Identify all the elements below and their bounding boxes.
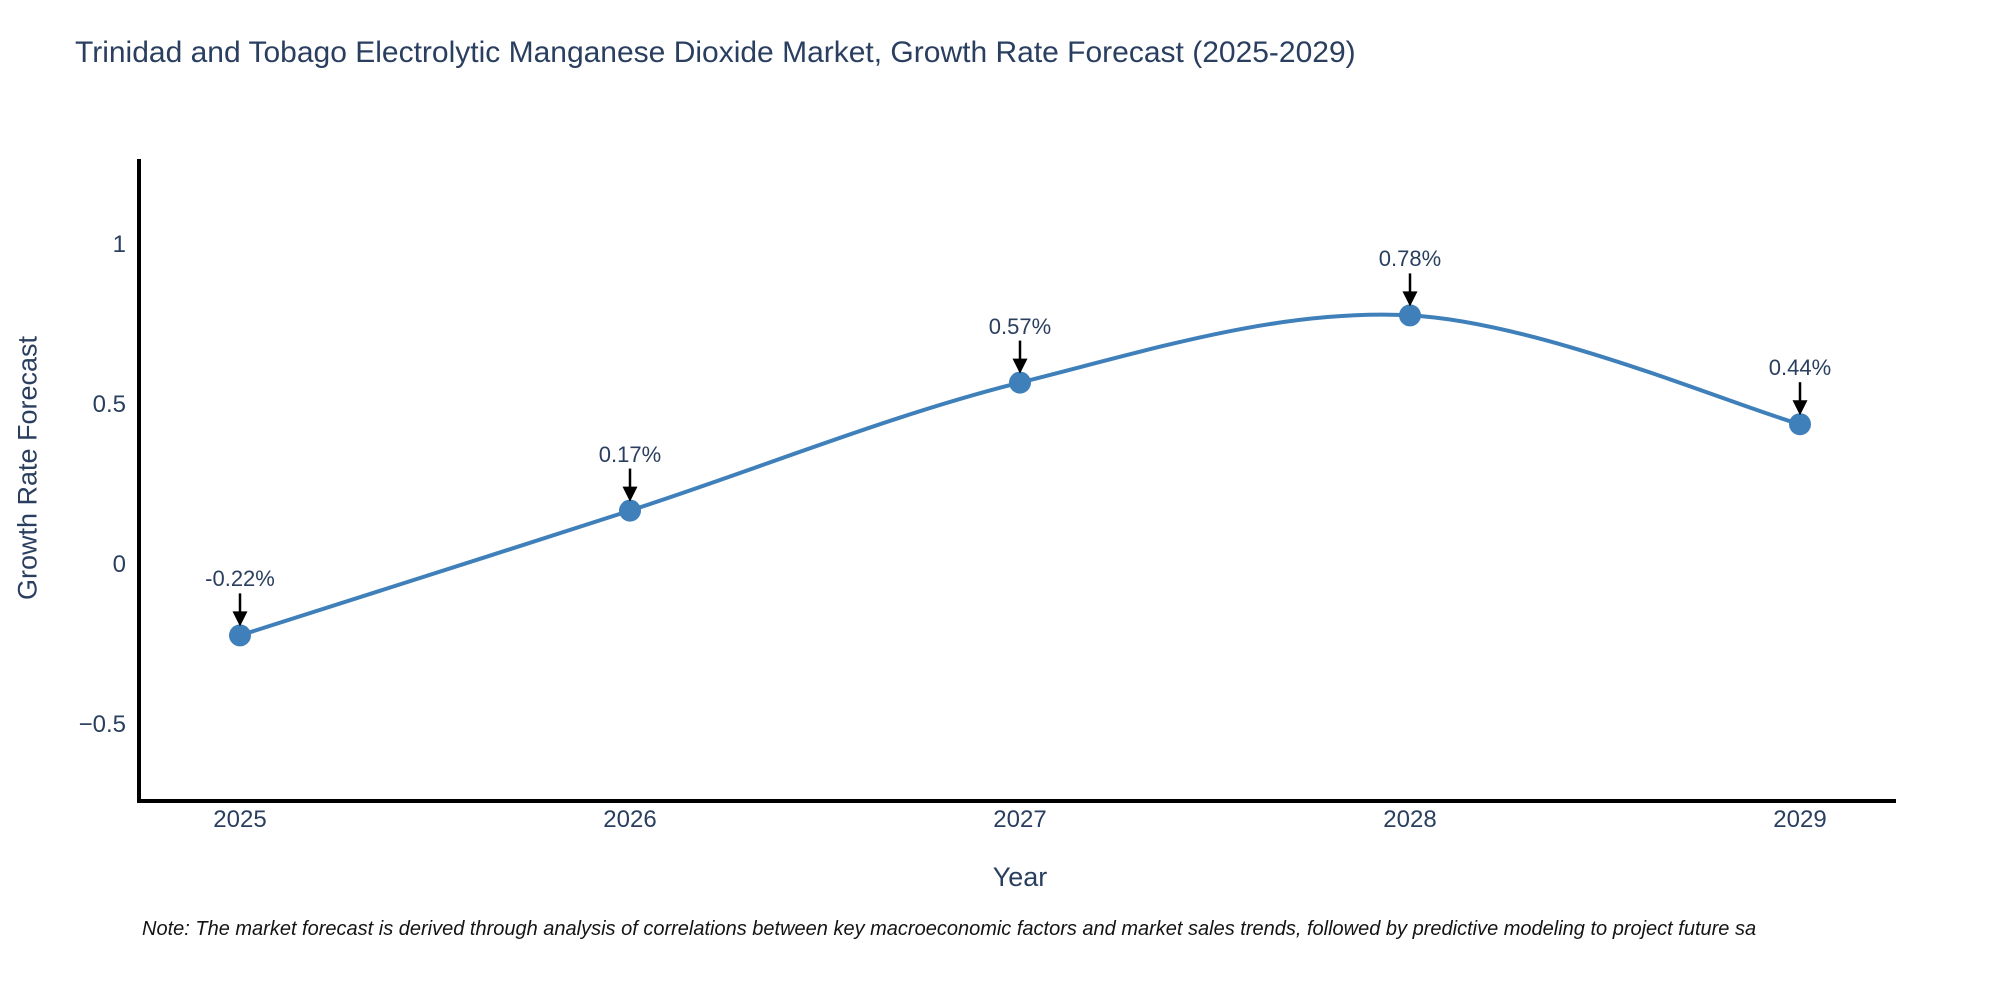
- annotation-arrowhead: [232, 611, 248, 627]
- y-tick-label: 0: [112, 551, 126, 578]
- annotation-arrowhead: [622, 486, 638, 502]
- annotation-arrowhead: [1402, 291, 1418, 307]
- data-point-value-label: -0.22%: [205, 566, 275, 592]
- data-point-marker: [1789, 413, 1811, 436]
- data-point-marker: [1399, 304, 1421, 327]
- x-axis-title: Year: [992, 862, 1048, 892]
- data-point-value-label: 0.78%: [1378, 246, 1442, 272]
- y-axis-title: Growth Rate Forecast: [12, 335, 43, 601]
- data-point-marker: [619, 499, 641, 522]
- y-tick-label: 1: [112, 231, 126, 258]
- x-tick-label: 2027: [993, 806, 1047, 833]
- y-tick-label: 0.5: [92, 391, 126, 418]
- x-tick-label: 2026: [603, 806, 657, 833]
- annotation-arrowhead: [1792, 400, 1808, 416]
- x-tick-label: 2025: [213, 806, 267, 833]
- data-point-value-label: 0.57%: [988, 313, 1052, 339]
- x-tick-label: 2029: [1773, 806, 1827, 833]
- y-tick-label: −0.5: [78, 711, 126, 738]
- data-point-value-label: 0.17%: [598, 441, 662, 467]
- footnote: Note: The market forecast is derived thr…: [142, 918, 1757, 940]
- x-tick-label: 2028: [1383, 806, 1437, 833]
- annotation-arrowhead: [1012, 358, 1028, 374]
- data-point-marker: [229, 624, 251, 647]
- data-point-marker: [1009, 371, 1031, 394]
- chart-title: Trinidad and Tobago Electrolytic Mangane…: [75, 36, 1356, 69]
- data-point-value-label: 0.44%: [1768, 355, 1832, 381]
